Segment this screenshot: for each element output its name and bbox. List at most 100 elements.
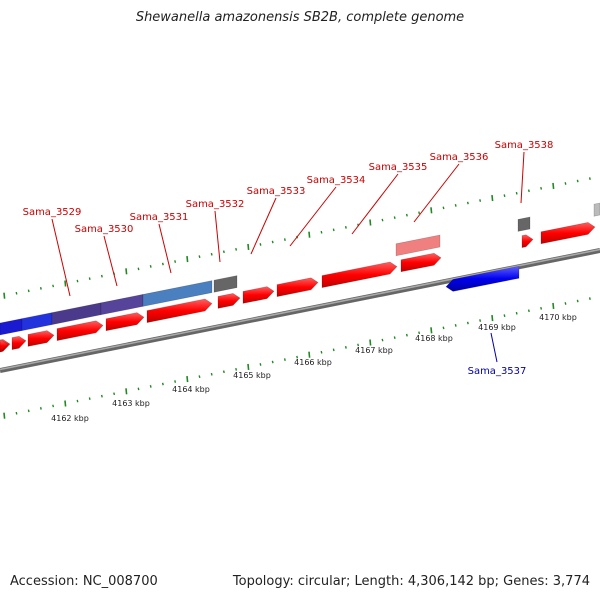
major-tick <box>491 195 494 202</box>
major-tick <box>552 182 555 189</box>
minor-tick <box>588 177 591 180</box>
minor-tick <box>39 407 42 410</box>
minor-tick <box>259 243 262 246</box>
minor-tick <box>527 309 530 313</box>
scale-label: 4169 kbp <box>478 323 516 332</box>
major-tick <box>491 315 494 322</box>
leader-line <box>103 235 118 287</box>
forward-gene-arrow <box>56 320 104 341</box>
minor-tick <box>540 186 543 190</box>
scale-label: 4164 kbp <box>172 385 210 394</box>
gene-label: Sama_3529 <box>23 207 82 218</box>
minor-tick <box>222 250 225 254</box>
forward-gene-arrow <box>146 298 213 323</box>
gene-label: Sama_3537 <box>468 366 527 377</box>
genome-backbone-highlight <box>0 248 600 371</box>
gene-label: Sama_3534 <box>307 175 366 186</box>
minor-tick <box>235 247 238 251</box>
accession-text: Accession: NC_008700 <box>10 574 158 589</box>
operon-gene-box <box>142 280 213 307</box>
minor-tick <box>76 399 79 403</box>
major-tick <box>3 412 6 419</box>
minor-tick <box>515 191 518 195</box>
minor-tick <box>174 380 177 383</box>
minor-tick <box>332 348 335 352</box>
gene-layer <box>0 202 600 353</box>
scale-label: 4167 kbp <box>355 346 393 355</box>
minor-tick <box>564 302 567 305</box>
leader-line <box>158 223 172 274</box>
minor-tick <box>161 262 164 266</box>
leader-line <box>250 197 277 255</box>
hypothetical-gene-box <box>213 275 238 293</box>
minor-tick <box>222 370 225 374</box>
minor-tick <box>479 319 482 322</box>
minor-tick <box>320 350 323 354</box>
minor-tick <box>588 297 591 300</box>
major-tick <box>552 302 555 309</box>
minor-tick <box>442 326 445 330</box>
minor-tick <box>174 260 177 263</box>
major-tick <box>186 376 189 383</box>
gene-label: Sama_3538 <box>495 140 554 151</box>
scale-label: 4170 kbp <box>539 313 577 322</box>
major-tick <box>3 292 6 299</box>
major-tick <box>186 256 189 263</box>
forward-gene-arrow <box>521 234 534 248</box>
minor-tick <box>137 387 140 391</box>
forward-gene-arrow <box>540 222 596 245</box>
gene-label: Sama_3530 <box>75 224 134 235</box>
major-tick <box>369 219 372 226</box>
minor-tick <box>15 411 18 415</box>
minor-tick <box>466 201 469 205</box>
minor-tick <box>100 274 103 278</box>
map-title: Shewanella amazonensis SB2B, complete ge… <box>135 10 465 25</box>
minor-tick <box>88 397 91 400</box>
leader-line <box>520 151 525 204</box>
minor-tick <box>357 343 360 347</box>
leader-line <box>51 218 71 297</box>
minor-tick <box>149 385 152 388</box>
minor-tick <box>149 265 152 268</box>
genome-summary-text: Topology: circular; Length: 4,306,142 bp… <box>232 574 590 589</box>
scale-label: 4163 kbp <box>112 399 150 408</box>
minor-tick <box>27 289 30 293</box>
minor-tick <box>503 314 506 318</box>
minor-tick <box>466 321 469 325</box>
major-tick <box>125 388 128 395</box>
hypothetical-gene-box <box>517 216 531 232</box>
forward-gene-arrow <box>217 293 241 309</box>
forward-gene-arrow <box>276 277 319 297</box>
minor-tick <box>210 372 213 376</box>
minor-tick <box>198 255 201 259</box>
minor-tick <box>576 179 579 183</box>
minor-tick <box>393 216 396 219</box>
minor-tick <box>418 211 421 215</box>
minor-tick <box>27 409 30 413</box>
minor-tick <box>88 277 91 280</box>
minor-tick <box>113 392 116 396</box>
gene-label: Sama_3531 <box>130 212 189 223</box>
major-tick <box>430 327 433 334</box>
minor-tick <box>564 182 567 185</box>
reverse-gene-box <box>21 312 53 331</box>
forward-gene-arrow <box>11 335 27 350</box>
operon-gene-box <box>100 294 144 316</box>
minor-tick <box>576 299 579 303</box>
major-tick <box>64 280 67 287</box>
minor-tick <box>479 199 482 202</box>
major-tick <box>247 363 250 370</box>
minor-tick <box>344 226 347 229</box>
major-tick <box>247 243 250 250</box>
forward-gene-box-light <box>395 234 441 257</box>
gene-label: Sama_3533 <box>247 186 306 197</box>
major-tick <box>125 268 128 275</box>
gene-label: Sama_3535 <box>369 162 428 173</box>
minor-tick <box>271 360 274 364</box>
minor-tick <box>259 363 262 366</box>
minor-tick <box>235 367 238 371</box>
scale-label: 4168 kbp <box>415 334 453 343</box>
minor-tick <box>344 346 347 349</box>
minor-tick <box>393 336 396 339</box>
